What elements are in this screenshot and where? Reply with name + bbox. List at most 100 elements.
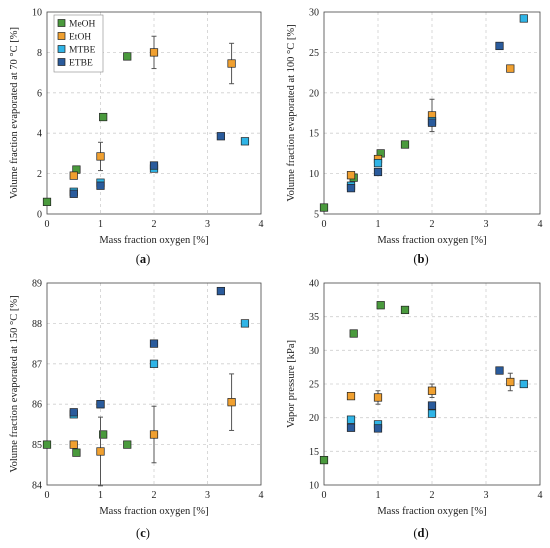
x-tick-label: 1 (376, 219, 381, 230)
x-axis-label: Mass fraction oxygen [%] (377, 506, 486, 517)
y-tick-label: 15 (309, 447, 319, 458)
x-tick-label: 1 (98, 490, 103, 501)
data-point-meoh (99, 112, 108, 122)
x-tick-label: 3 (484, 490, 489, 501)
panel-label: (b) (413, 252, 428, 266)
data-point-etoh (149, 430, 159, 439)
y-tick-label: 10 (32, 8, 42, 19)
y-tick-label: 40 (309, 279, 319, 290)
plot-frame (46, 11, 262, 215)
data-point-etbe (216, 286, 225, 296)
y-tick-label: 35 (309, 312, 319, 323)
panel-label: (a) (136, 252, 151, 266)
x-tick-label: 1 (376, 490, 381, 501)
y-tick-label: 86 (32, 400, 42, 411)
data-point-etoh (346, 392, 356, 401)
y-tick-label: 5 (314, 210, 319, 221)
data-point-meoh (99, 430, 108, 439)
panel-label: (c) (136, 526, 150, 540)
data-point-etbe (373, 167, 383, 177)
plot-frame (323, 282, 541, 486)
data-point-etoh (346, 171, 356, 180)
x-tick-label: 2 (430, 490, 435, 501)
x-tick-label: 0 (45, 490, 50, 501)
x-tick-label: 4 (538, 490, 543, 501)
y-axis-label: Volume fraction evaporated at 70 °C [%] (9, 27, 20, 199)
y-tick-label: 25 (309, 380, 319, 391)
data-point-etbe (149, 339, 159, 348)
x-tick-label: 4 (538, 219, 543, 230)
x-tick-label: 0 (322, 219, 327, 230)
x-tick-label: 3 (205, 219, 210, 230)
y-tick-label: 84 (32, 481, 42, 492)
y-tick-label: 89 (32, 279, 42, 290)
x-tick-label: 4 (259, 219, 264, 230)
x-tick-label: 3 (484, 219, 489, 230)
data-point-etbe (216, 132, 225, 141)
legend-label-etoh: EtOH (69, 33, 91, 43)
data-point-etbe (373, 424, 383, 433)
y-axis-label: Vapor pressure [kPa] (286, 340, 297, 428)
data-point-etbe (149, 161, 159, 170)
data-point-etoh (69, 171, 78, 180)
y-tick-label: 2 (37, 169, 42, 180)
data-point-meoh (400, 140, 410, 149)
data-point-etbe (346, 184, 356, 193)
data-point-etoh (96, 152, 105, 161)
data-point-etoh (69, 440, 78, 449)
x-tick-label: 2 (152, 490, 157, 501)
y-axis-label: Volume fraction evaporated at 100 °C [%] (286, 24, 297, 201)
data-point-etbe (427, 401, 437, 410)
x-axis-label: Mass fraction oxygen [%] (377, 235, 486, 246)
x-tick-label: 2 (152, 219, 157, 230)
chart-panel-c: 0 1 2 3 4 84 85 86 87 88 89 Mass fraction oxygen [%… (9, 279, 264, 541)
data-point-etoh (373, 393, 383, 402)
data-point-mtbe (373, 158, 383, 168)
y-tick-label: 30 (309, 346, 319, 357)
data-point-meoh (42, 197, 52, 206)
y-tick-label: 15 (309, 129, 319, 140)
data-point-etoh (149, 48, 159, 57)
data-point-mtbe (519, 14, 528, 23)
data-point-etoh (227, 59, 236, 68)
y-tick-label: 88 (32, 319, 42, 330)
data-point-etbe (69, 189, 78, 198)
y-tick-label: 85 (32, 440, 42, 451)
y-tick-label: 87 (32, 359, 42, 370)
data-point-meoh (349, 329, 358, 338)
data-point-mtbe (149, 359, 159, 368)
y-tick-label: 20 (309, 88, 319, 99)
y-tick-label: 4 (37, 129, 42, 140)
x-tick-label: 2 (430, 219, 435, 230)
y-tick-label: 8 (37, 48, 42, 59)
data-point-meoh (42, 440, 52, 449)
legend-swatch-meoh (57, 19, 66, 27)
panel-label: (d) (413, 526, 428, 540)
data-point-mtbe (240, 319, 250, 328)
plot-frame (46, 282, 262, 486)
y-axis-label: Volume fraction evaporated at 150 °C [%] (9, 295, 20, 472)
data-point-meoh (123, 440, 132, 449)
y-tick-label: 6 (37, 88, 42, 99)
y-tick-label: 0 (37, 210, 42, 221)
y-tick-label: 10 (309, 169, 319, 180)
legend-label-etbe: ETBE (69, 59, 93, 69)
x-tick-label: 0 (322, 490, 327, 501)
data-point-etoh (227, 398, 236, 407)
legend-swatch-etbe (57, 58, 66, 66)
chart-panel-b: 0 1 2 3 4 5 10 15 20 25 30 Mass fraction oxygen [%]… (286, 8, 543, 267)
data-point-meoh (376, 301, 385, 310)
y-tick-label: 20 (309, 413, 319, 424)
data-point-meoh (123, 52, 132, 61)
data-point-etbe (69, 408, 78, 417)
legend-swatch-etoh (57, 32, 66, 40)
data-point-meoh (319, 455, 329, 465)
data-point-mtbe (519, 379, 528, 389)
x-tick-label: 0 (45, 219, 50, 230)
data-point-meoh (400, 305, 410, 315)
y-tick-label: 30 (309, 8, 319, 19)
chart-panel-d: 0 1 2 3 4 10 15 20 25 30 35 40 Mass fraction oxygen … (286, 279, 543, 541)
data-point-etbe (346, 423, 356, 432)
data-point-etbe (495, 366, 504, 375)
